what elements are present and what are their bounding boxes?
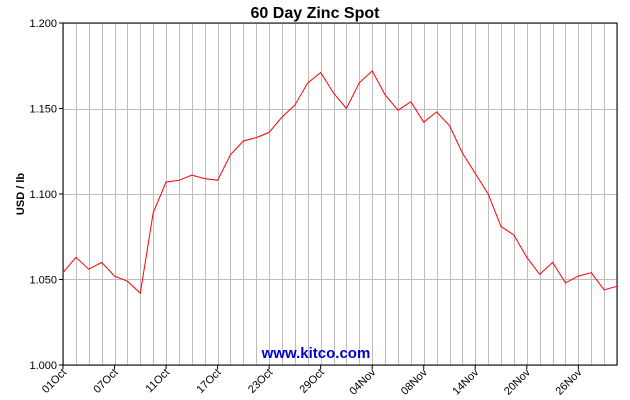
x-tick-label: 29Oct (298, 367, 327, 396)
x-tick-label: 08Nov (399, 366, 430, 397)
y-tick-label: 1.150 (29, 104, 57, 116)
x-tick-label: 26Nov (554, 366, 585, 397)
series-line (62, 70, 618, 295)
y-tick-label: 1.050 (29, 275, 57, 287)
y-tick-label: 1.200 (29, 18, 57, 30)
grid (63, 23, 618, 366)
y-tick-label: 1.000 (29, 360, 57, 372)
x-tick-label: 20Nov (502, 366, 533, 397)
x-tick-label: 23Oct (246, 367, 275, 396)
y-axis-label: USD / lb (15, 173, 27, 215)
series-group (62, 70, 618, 295)
x-tick-label: 04Nov (347, 366, 378, 397)
x-tick-label: 07Oct (91, 367, 120, 396)
x-tick-label: 11Oct (144, 367, 173, 396)
chart-title: 60 Day Zinc Spot (251, 5, 381, 22)
watermark[interactable]: www.kitco.com (261, 345, 371, 362)
x-tick-label: 17Oct (194, 367, 223, 396)
x-tick-label: 14Nov (450, 366, 481, 397)
y-tick-label: 1.100 (29, 189, 57, 201)
